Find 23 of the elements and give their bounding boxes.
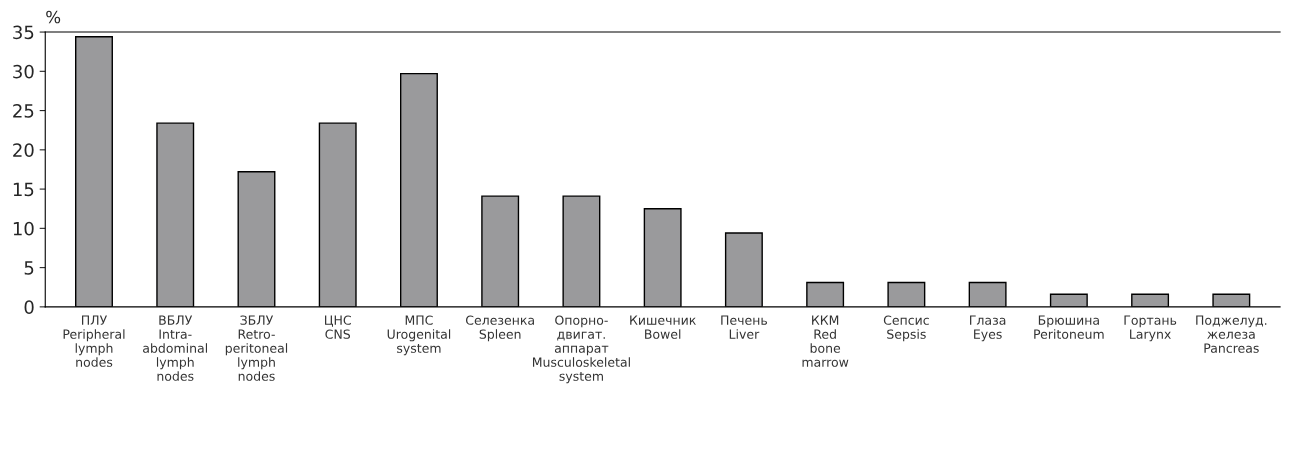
x-tick-label: Кишечник Bowel: [630, 315, 696, 339]
y-tick-label: 20: [13, 143, 34, 157]
x-tick-label: ЗБЛУ Retro- peritoneal lymph nodes: [225, 315, 288, 381]
y-tick-label: 35: [13, 25, 34, 40]
x-tick-label: Печень Liver: [721, 315, 768, 339]
y-tick-label: 10: [13, 221, 34, 236]
x-tick-label: Брюшина Peritoneum: [1034, 315, 1104, 339]
x-tick-label: Сепсис Sepsis: [883, 315, 929, 342]
x-tick-label: МПС Urogenital system: [387, 315, 451, 356]
x-tick-label: ПЛУ Peripheral lymph nodes: [63, 315, 125, 367]
y-tick-label: 15: [13, 182, 34, 197]
x-tick-label: ВБЛУ Intra- abdominal lymph nodes: [143, 315, 207, 381]
y-axis-title: %: [46, 10, 61, 24]
y-tick-label: 30: [13, 64, 34, 79]
y-tick-label: 0: [24, 300, 34, 314]
y-tick-label: 25: [13, 104, 34, 118]
x-tick-label: ККМ Red bone marrow: [802, 315, 849, 367]
x-tick-label: Гортань Larynx: [1124, 315, 1177, 342]
x-tick-label: Поджелуд. железа Pancreas: [1196, 315, 1267, 353]
x-tick-label: Селезенка Spleen: [465, 315, 534, 342]
x-tick-label: Глаза Eyes: [970, 315, 1006, 342]
y-tick-label: 5: [24, 261, 34, 275]
x-tick-label: ЦНС CNS: [325, 315, 351, 339]
